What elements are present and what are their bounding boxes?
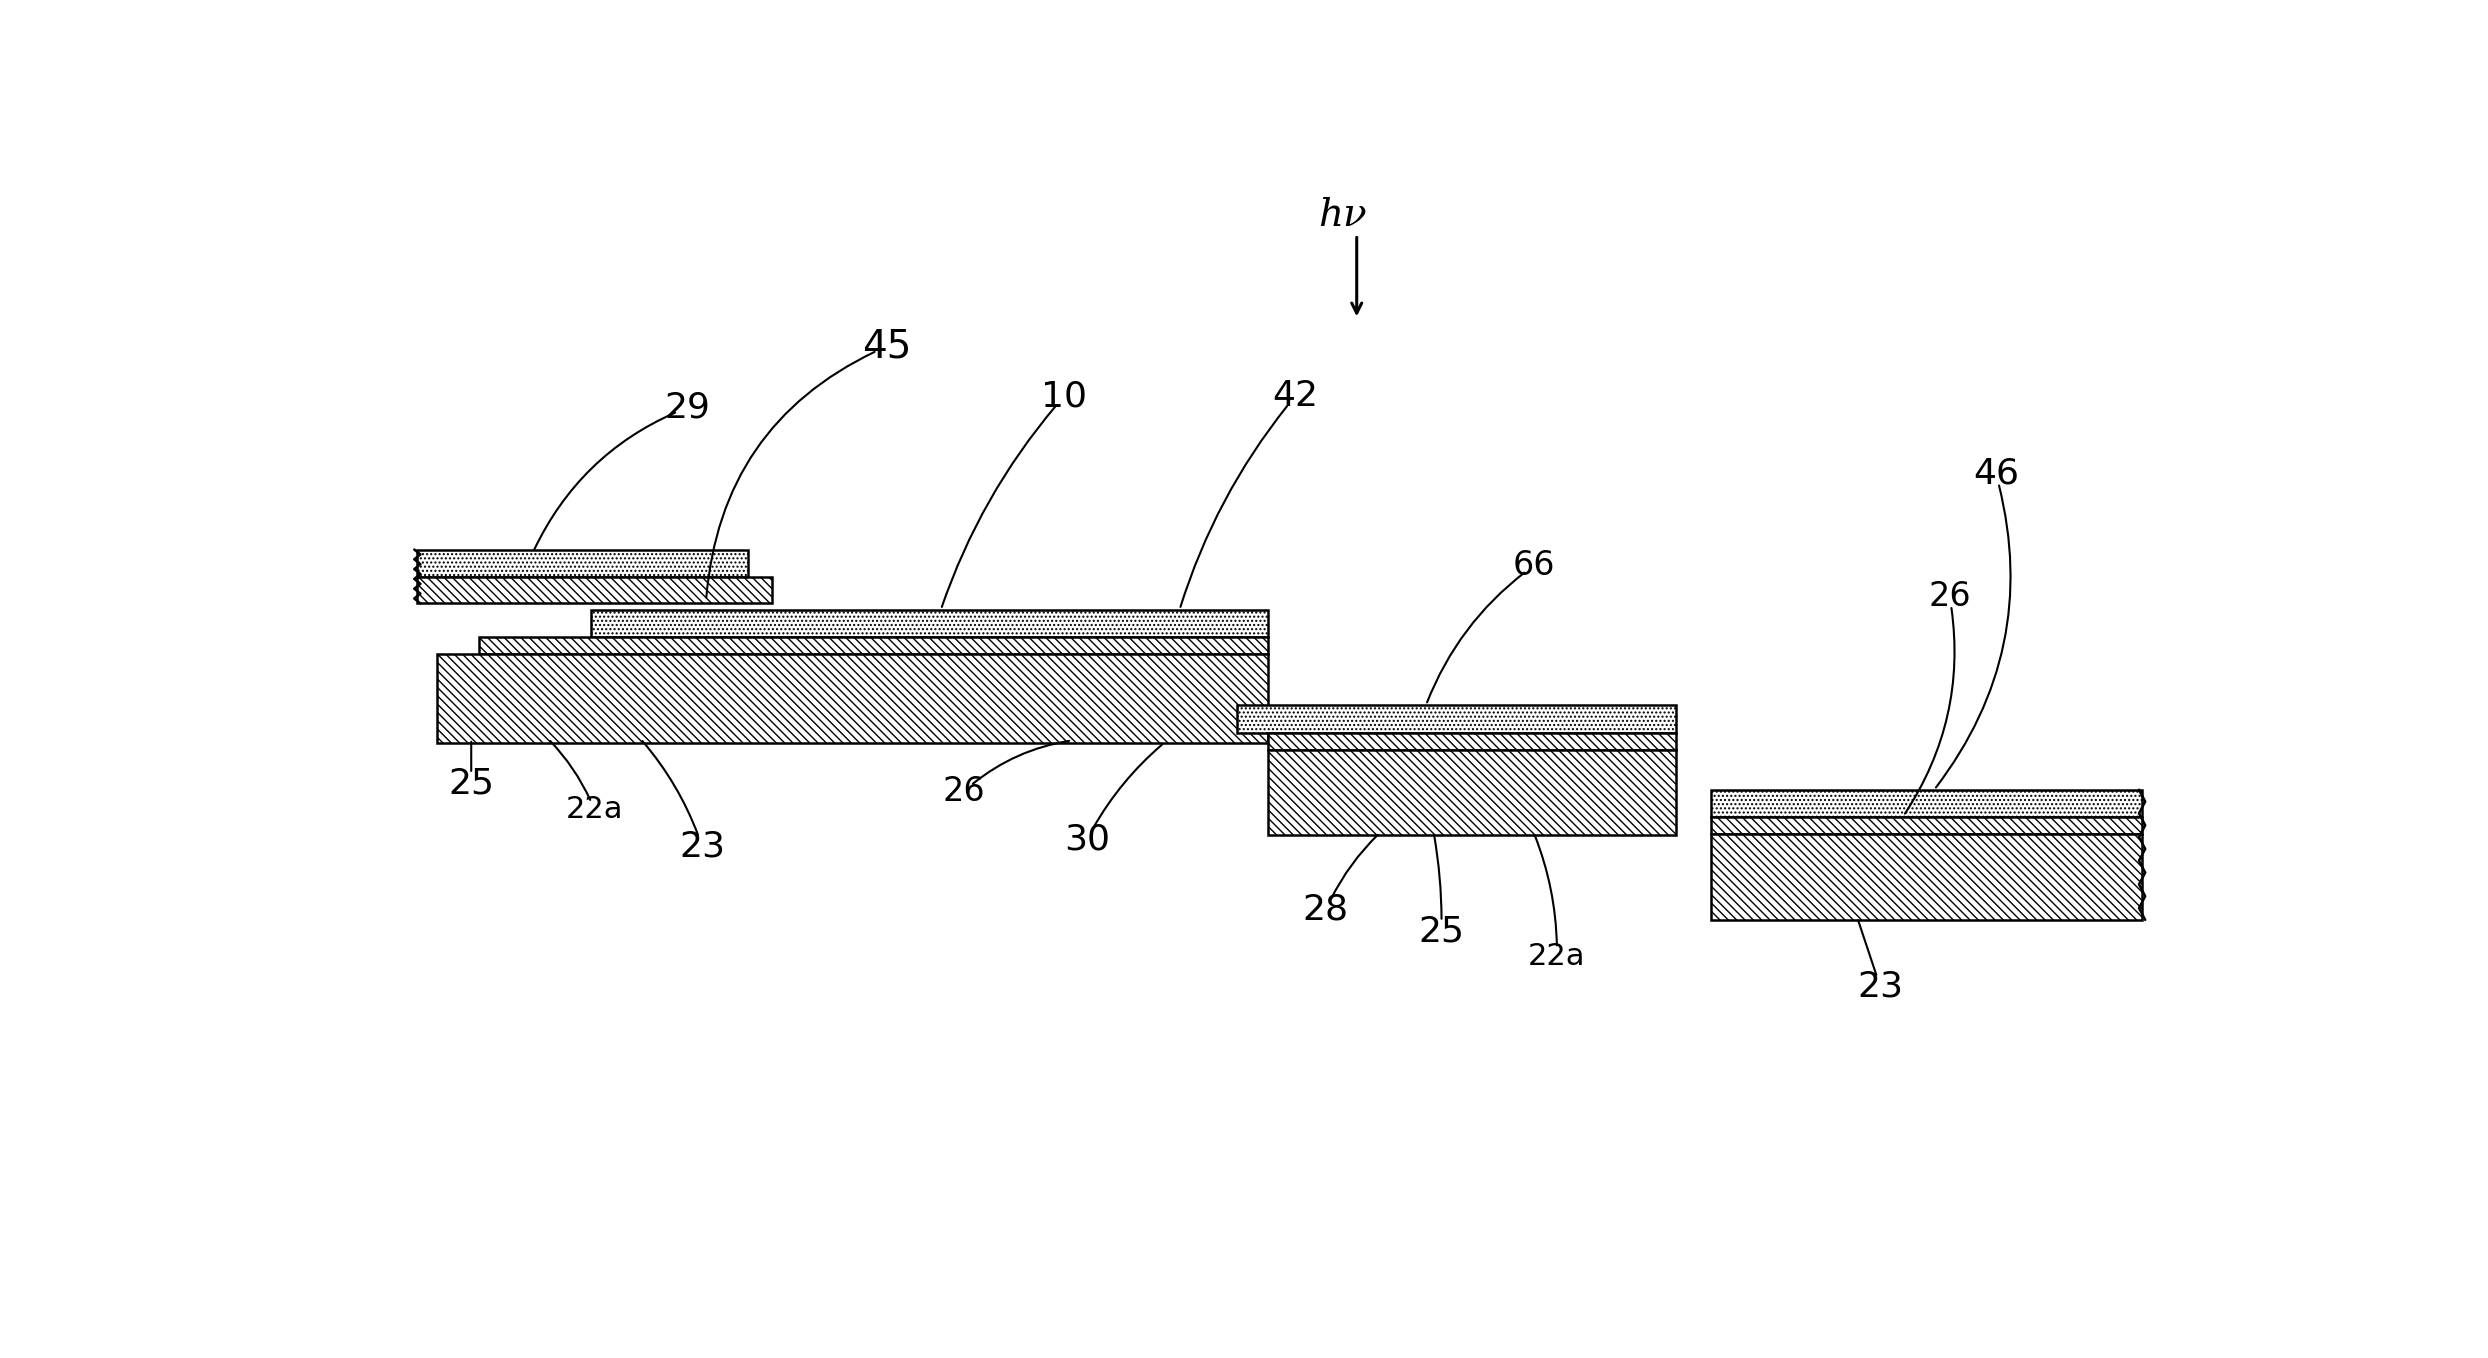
- Text: 26: 26: [1928, 580, 1970, 612]
- Text: 10: 10: [1040, 379, 1087, 413]
- Bar: [418, 550, 749, 577]
- Bar: [1269, 733, 1677, 750]
- Bar: [435, 655, 1269, 743]
- Text: 26: 26: [943, 775, 985, 808]
- Text: 23: 23: [679, 830, 724, 864]
- Bar: [478, 637, 1269, 655]
- Text: 66: 66: [1513, 549, 1555, 583]
- Text: hν: hν: [1319, 197, 1366, 234]
- Text: 30: 30: [1065, 822, 1110, 856]
- Bar: [1712, 818, 2142, 834]
- Bar: [1712, 834, 2142, 919]
- Text: 42: 42: [1271, 379, 1319, 413]
- Text: 25: 25: [1418, 914, 1465, 948]
- Text: 23: 23: [1859, 970, 1903, 1004]
- Bar: [418, 577, 771, 603]
- Text: 22a: 22a: [1528, 941, 1585, 971]
- Text: 45: 45: [863, 327, 911, 365]
- Text: 28: 28: [1304, 892, 1348, 928]
- Bar: [590, 610, 1269, 637]
- Bar: [1237, 705, 1677, 733]
- Text: 29: 29: [664, 391, 709, 425]
- Text: 46: 46: [1973, 456, 2018, 490]
- Bar: [1269, 750, 1677, 835]
- Bar: [1712, 790, 2142, 818]
- Text: 22a: 22a: [565, 796, 622, 824]
- Text: 25: 25: [448, 766, 495, 801]
